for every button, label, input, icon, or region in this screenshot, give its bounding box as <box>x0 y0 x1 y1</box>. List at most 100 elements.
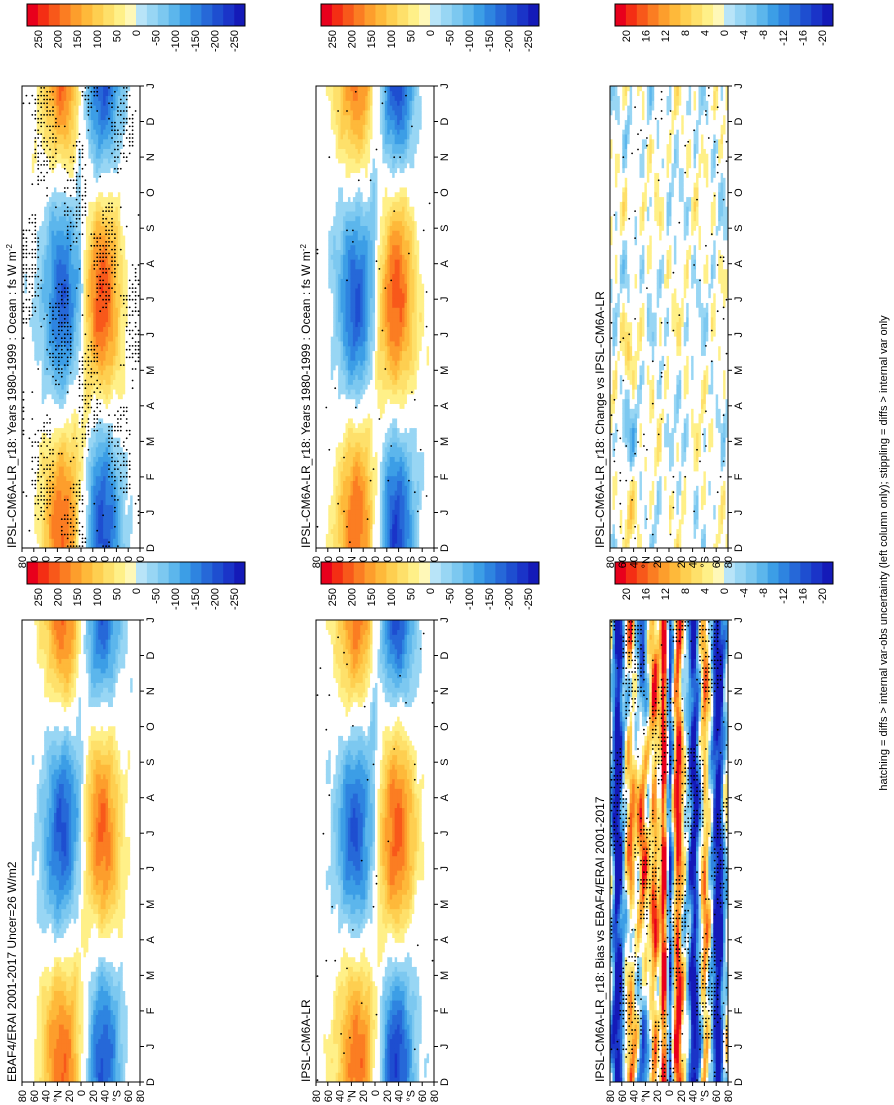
heatmap-cell <box>88 269 91 274</box>
stipple-dot <box>58 322 60 324</box>
heatmap-cell <box>64 86 67 91</box>
heatmap-cell <box>88 197 91 202</box>
stipple-dot <box>26 249 28 251</box>
stipple-dot <box>43 122 45 124</box>
heatmap-cell <box>64 447 67 452</box>
heatmap-cell <box>39 312 42 317</box>
heatmap-cell <box>115 250 118 255</box>
stipple-dot <box>40 106 42 108</box>
stipple-dot <box>40 280 42 282</box>
heatmap-cell <box>111 351 114 356</box>
heatmap-cell <box>86 288 89 293</box>
heatmap-cell <box>120 230 123 235</box>
heatmap-cell <box>113 529 116 534</box>
heatmap-cell <box>120 288 123 293</box>
heatmap-cell <box>101 144 104 149</box>
heatmap-cell <box>42 144 45 149</box>
heatmap-cell <box>135 534 138 539</box>
heatmap-cell <box>96 216 99 221</box>
heatmap-cell <box>47 86 50 91</box>
heatmap-cell <box>49 298 52 303</box>
heatmap-cell <box>37 452 40 457</box>
heatmap-cell <box>91 461 94 466</box>
heatmap-cell <box>91 514 94 519</box>
stipple-dot <box>37 468 39 470</box>
heatmap-cell <box>59 197 62 202</box>
heatmap-cell <box>61 423 64 428</box>
stipple-dot <box>29 291 31 293</box>
stipple-dot <box>34 102 36 104</box>
heatmap-cell <box>98 433 101 438</box>
heatmap-cell <box>120 269 123 274</box>
heatmap-cell <box>34 317 37 322</box>
heatmap-cell <box>42 476 45 481</box>
heatmap-cell <box>76 245 79 250</box>
heatmap-cell <box>88 274 91 279</box>
stipple-dot <box>37 237 39 239</box>
heatmap-cell <box>123 399 126 404</box>
heatmap-cell <box>135 380 138 385</box>
heatmap-cell <box>61 317 64 322</box>
heatmap-cell <box>76 327 79 332</box>
stipple-dot <box>49 129 51 131</box>
heatmap-cell <box>54 423 57 428</box>
stipple-dot <box>43 499 45 501</box>
heatmap-cell <box>56 495 59 500</box>
heatmap-cell <box>44 380 47 385</box>
stipple-dot <box>23 230 25 232</box>
heatmap-cell <box>71 134 74 139</box>
heatmap-cell <box>37 125 40 130</box>
stipple-dot <box>34 514 36 516</box>
heatmap-cell <box>83 259 86 264</box>
heatmap-cell <box>42 360 45 365</box>
heatmap-cell <box>34 86 37 91</box>
heatmap-cell <box>118 336 121 341</box>
heatmap-cell <box>103 86 106 91</box>
heatmap-cell <box>118 519 121 524</box>
heatmap-cell <box>118 389 121 394</box>
heatmap-cell <box>125 360 128 365</box>
heatmap-cell <box>34 510 37 515</box>
stipple-dot <box>55 141 57 143</box>
heatmap-cell <box>32 375 35 380</box>
heatmap-cell <box>61 259 64 264</box>
stipple-dot <box>37 287 39 289</box>
heatmap-cell <box>103 202 106 207</box>
heatmap-cell <box>59 538 62 543</box>
heatmap-cell <box>111 365 114 370</box>
heatmap-cell <box>96 221 99 226</box>
heatmap-cell <box>115 197 118 202</box>
heatmap-cell <box>47 534 50 539</box>
heatmap-cell <box>27 408 30 413</box>
heatmap-cell <box>123 206 126 211</box>
heatmap-cell <box>118 283 121 288</box>
heatmap-cell <box>29 394 32 399</box>
stipple-dot <box>43 430 45 432</box>
heatmap-cell <box>125 206 128 211</box>
heatmap-cell <box>34 182 37 187</box>
heatmap-cell <box>83 519 86 524</box>
heatmap-cell <box>29 404 32 409</box>
heatmap-cell <box>98 120 101 125</box>
heatmap-cell <box>71 105 74 110</box>
heatmap-cell <box>98 163 101 168</box>
stipple-dot <box>46 349 48 351</box>
heatmap-cell <box>66 307 69 312</box>
heatmap-cell <box>91 259 94 264</box>
heatmap-cell <box>123 534 126 539</box>
heatmap-cell <box>59 120 62 125</box>
heatmap-cell <box>29 163 32 168</box>
heatmap-cell <box>34 413 37 418</box>
heatmap-cell <box>86 206 89 211</box>
heatmap-cell <box>66 336 69 341</box>
heatmap-cell <box>32 447 35 452</box>
heatmap-cell <box>106 259 109 264</box>
stipple-dot <box>23 399 25 401</box>
heatmap-cell <box>71 331 74 336</box>
heatmap-cell <box>103 322 106 327</box>
heatmap-cell <box>130 418 133 423</box>
heatmap-cell <box>118 288 121 293</box>
heatmap-cell <box>69 433 72 438</box>
heatmap-cell <box>96 115 99 120</box>
heatmap-cell <box>118 173 121 178</box>
